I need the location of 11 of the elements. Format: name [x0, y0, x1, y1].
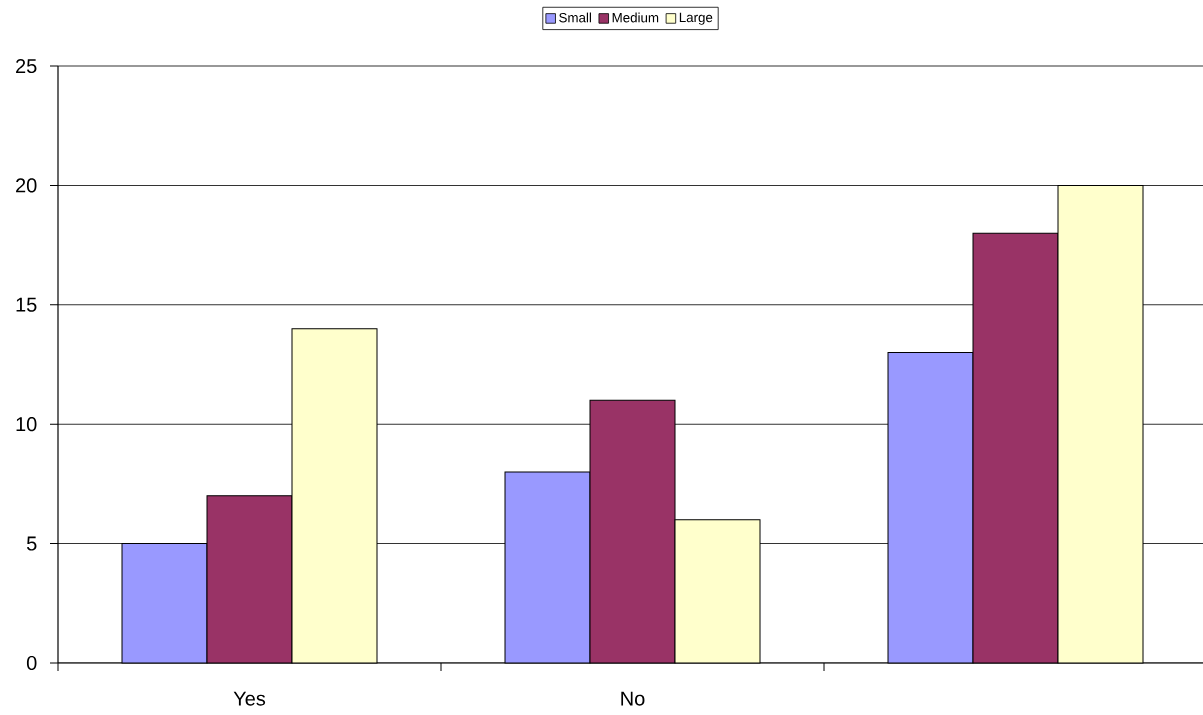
legend-label: Medium	[612, 12, 659, 23]
legend-label: Small	[559, 12, 591, 23]
y-tick-label: 15	[16, 297, 37, 312]
y-tick-label: 10	[16, 417, 37, 432]
legend-label: Large	[679, 12, 713, 25]
y-tick-label: 25	[16, 58, 37, 74]
y-tick-label: 5	[26, 536, 37, 551]
x-tick-label: Yes	[233, 691, 266, 706]
y-tick-label: 0	[26, 655, 37, 671]
y-tick-label: 20	[16, 178, 37, 193]
x-tick-label: No	[621, 691, 645, 706]
